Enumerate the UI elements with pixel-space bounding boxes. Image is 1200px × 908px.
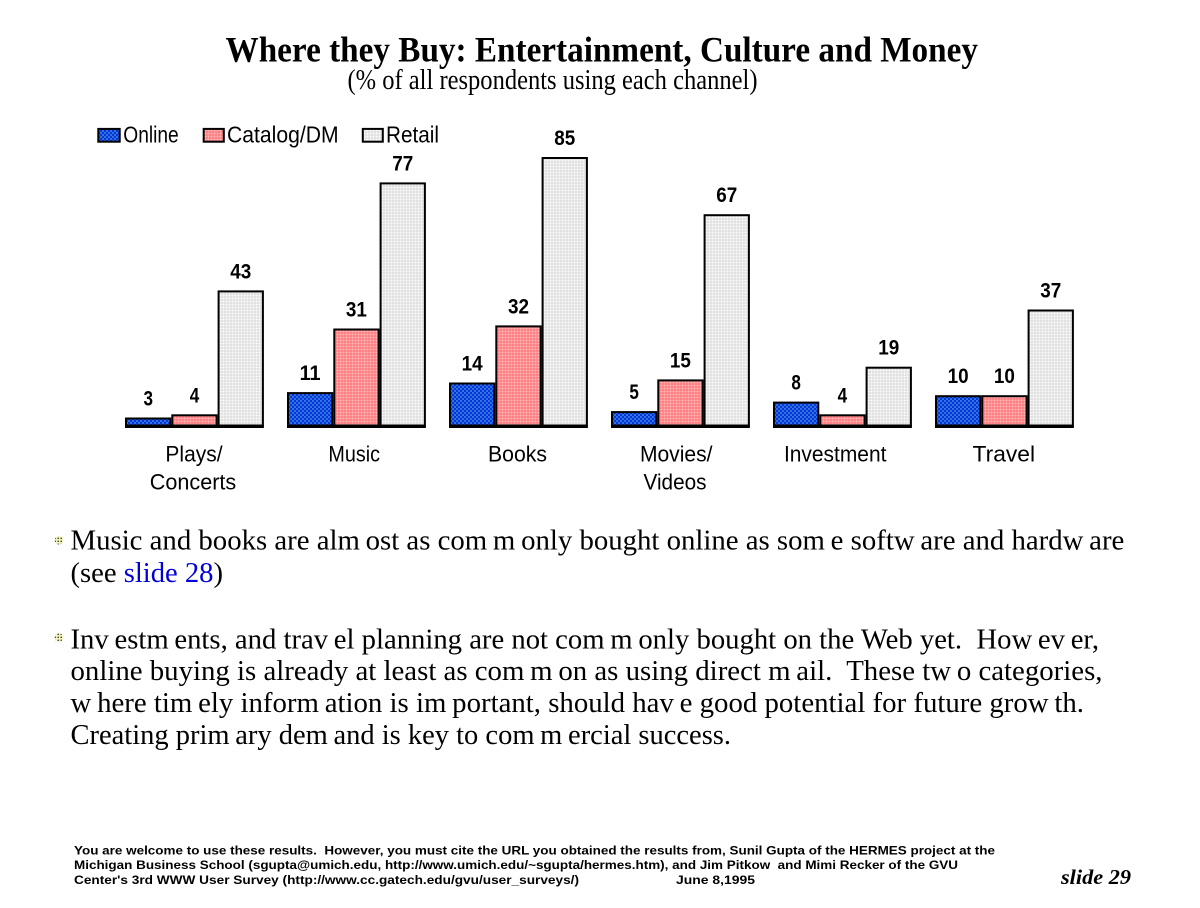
svg-text:Movies/: Movies/ [640, 441, 713, 466]
svg-text:8: 8 [791, 372, 801, 395]
svg-text:85: 85 [554, 127, 575, 150]
svg-text:Music: Music [328, 441, 380, 466]
svg-text:June 8,1995: June 8,1995 [676, 875, 756, 887]
svg-text:31: 31 [346, 299, 367, 322]
svg-text:43: 43 [230, 260, 251, 283]
svg-text:Retail: Retail [386, 122, 439, 148]
svg-text:Michigan Business School (sgup: Michigan Business School (sgupta@umich.e… [74, 860, 958, 872]
svg-text:Center's 3rd WWW User Survey (: Center's 3rd WWW User Survey (http://www… [74, 875, 579, 887]
svg-text:You are welcome to use these r: You are welcome to use these results. Ho… [74, 846, 995, 858]
svg-text:Plays/: Plays/ [165, 441, 223, 466]
svg-text:32: 32 [508, 295, 529, 318]
svg-text:Music and books are alm ost as: Music and books are alm ost as com m onl… [71, 525, 1125, 557]
svg-text:Where they Buy: Entertainment,: Where they Buy: Entertainment, Culture a… [226, 30, 979, 70]
svg-text:67: 67 [716, 184, 737, 207]
svg-text:5: 5 [629, 381, 639, 404]
svg-text:Inv estm ents, and trav el pla: Inv estm ents, and trav el planning are … [71, 623, 1100, 655]
svg-text:3: 3 [143, 388, 153, 411]
svg-text:Investment: Investment [784, 441, 887, 466]
svg-text:14: 14 [462, 353, 483, 376]
svg-text:10: 10 [948, 365, 969, 388]
svg-text:15: 15 [670, 349, 691, 372]
svg-text:Online: Online [123, 122, 178, 148]
svg-text:19: 19 [878, 337, 899, 360]
svg-text:37: 37 [1040, 280, 1061, 303]
svg-text:Books: Books [488, 441, 547, 466]
svg-text:Travel: Travel [973, 441, 1036, 466]
svg-text:Concerts: Concerts [150, 469, 236, 494]
svg-text:77: 77 [392, 152, 413, 175]
svg-text:Catalog/DM: Catalog/DM [227, 122, 339, 148]
svg-text:11: 11 [300, 362, 321, 385]
svg-text:slide 29: slide 29 [1060, 865, 1132, 889]
svg-text:4: 4 [838, 384, 848, 407]
svg-text:(see slide 28): (see slide 28) [71, 557, 224, 589]
svg-text:Creating prim ary dem and is k: Creating prim ary dem and is key to com … [71, 719, 732, 751]
svg-text:(% of all respondents using ea: (% of all respondents using each channel… [348, 64, 758, 96]
svg-text:Videos: Videos [644, 469, 707, 494]
svg-text:w here tim ely inform ation is: w here tim ely inform ation is im portan… [71, 687, 1085, 719]
svg-text:online buying is already at le: online buying is already at least as com… [71, 655, 1103, 687]
svg-text:4: 4 [190, 384, 200, 407]
svg-text:10: 10 [994, 365, 1015, 388]
